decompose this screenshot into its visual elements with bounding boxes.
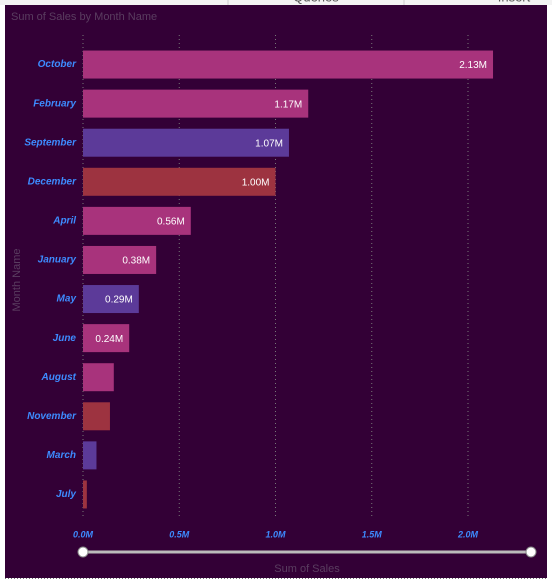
bar [83, 363, 114, 392]
data-label: 0.56M [157, 217, 185, 228]
bar [83, 206, 191, 235]
bar [83, 89, 309, 118]
slider-handle[interactable] [525, 546, 537, 558]
bar [83, 324, 130, 353]
x-tick-label: 2.0M [457, 529, 479, 539]
slider-handle[interactable] [77, 546, 89, 558]
y-tick-label: February [33, 98, 76, 109]
data-label: 1.00M [242, 177, 270, 188]
x-tick-label: 1.5M [362, 529, 383, 539]
bar [83, 50, 494, 79]
y-axis-label: Month Name [11, 249, 23, 312]
y-tick-label: April [52, 216, 76, 227]
data-label: 0.38M [122, 256, 150, 267]
chart-title: Sum of Sales by Month Name [11, 11, 157, 23]
ribbon-item[interactable]: Queries [293, 0, 339, 4]
data-label: 1.07M [255, 138, 283, 149]
bar [83, 402, 110, 431]
x-tick-label: 0.5M [169, 529, 190, 539]
x-axis-label: Sum of Sales [274, 563, 340, 575]
plot: 0.0M 0.5M 1.0M 1.5M 2.0M October 2.13M February… [24, 35, 494, 539]
bar [83, 441, 97, 470]
y-tick-label: December [28, 176, 77, 187]
y-tick-label: October [38, 59, 77, 70]
data-label: 0.29M [105, 295, 133, 306]
data-label: 0.24M [95, 334, 123, 345]
y-tick-label: March [47, 450, 76, 461]
ribbon [0, 0, 552, 5]
bar [83, 128, 289, 157]
y-tick-label: January [38, 255, 77, 266]
bar [83, 285, 139, 314]
y-tick-label: November [27, 411, 77, 422]
y-tick-label: June [53, 333, 77, 344]
y-tick-label: July [56, 489, 76, 500]
y-tick-label: September [24, 137, 77, 148]
bar [83, 480, 87, 509]
ribbon-item[interactable]: Insert [498, 0, 531, 4]
x-tick-label: 0.0M [73, 529, 94, 539]
data-label: 1.17M [274, 99, 302, 110]
x-tick-label: 1.0M [265, 529, 286, 539]
y-tick-label: August [41, 372, 77, 383]
y-tick-label: May [57, 294, 77, 305]
bar [83, 245, 157, 274]
data-label: 2.13M [459, 60, 487, 71]
bar [83, 167, 276, 196]
